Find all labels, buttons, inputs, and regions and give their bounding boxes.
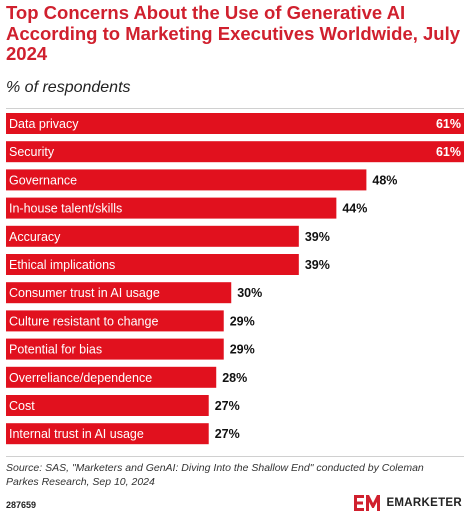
- bar: [6, 338, 224, 360]
- category-label: Internal trust in AI usage: [9, 427, 144, 441]
- bar: [6, 141, 464, 163]
- bar-row: Consumer trust in AI usage 30%: [6, 282, 262, 304]
- bar-row: Internal trust in AI usage 27%: [6, 423, 240, 445]
- category-label: Potential for bias: [9, 343, 102, 357]
- bar: [6, 225, 299, 247]
- bar-row: Data privacy 61%: [6, 113, 464, 134]
- chart-subtitle: % of respondents: [6, 79, 131, 96]
- value-label: 28%: [222, 371, 247, 385]
- category-label: Governance: [9, 173, 77, 187]
- bar-chart: Data privacy 61% Security 61% Governance 48% I…: [6, 113, 464, 445]
- bar: [6, 423, 209, 445]
- bar-row: Cost 27%: [6, 395, 240, 416]
- bar-row: Security 61%: [6, 141, 464, 163]
- em-logo-icon: [354, 495, 381, 511]
- category-label: Security: [9, 145, 55, 159]
- category-label: Consumer trust in AI usage: [9, 286, 160, 300]
- value-label: 27%: [215, 399, 240, 413]
- bar: [6, 310, 224, 332]
- bar-row: In-house talent/skills 44%: [6, 197, 367, 219]
- bar: [6, 197, 337, 219]
- bar: [6, 169, 367, 191]
- category-label: Cost: [9, 399, 35, 413]
- bar: [6, 366, 217, 388]
- bar-row: Ethical implications 39%: [6, 254, 330, 275]
- category-label: Data privacy: [9, 117, 79, 131]
- bar: [6, 113, 464, 134]
- value-label: 39%: [305, 230, 330, 244]
- category-label: Overreliance/dependence: [9, 371, 152, 385]
- bar-row: Accuracy 39%: [6, 225, 330, 247]
- brand-name: EMARKETER: [386, 497, 462, 509]
- bar: [6, 395, 209, 416]
- top-divider: [6, 108, 464, 109]
- bar: [6, 282, 232, 304]
- category-label: Accuracy: [9, 230, 61, 244]
- chart-title: Top Concerns About the Use of Generative…: [6, 2, 461, 64]
- bar-row: Culture resistant to change 29%: [6, 310, 255, 332]
- value-label: 61%: [436, 117, 461, 131]
- bar: [6, 254, 299, 275]
- value-label: 29%: [230, 343, 255, 357]
- value-label: 30%: [237, 286, 262, 300]
- brand-logo: EMARKETER: [353, 494, 462, 512]
- bar-row: Overreliance/dependence 28%: [6, 366, 247, 388]
- chart-id: 287659: [6, 500, 37, 510]
- value-label: 48%: [372, 173, 397, 187]
- bar-row: Governance 48%: [6, 169, 397, 191]
- category-label: In-house talent/skills: [9, 202, 122, 216]
- value-label: 61%: [436, 145, 461, 159]
- category-label: Ethical implications: [9, 258, 115, 272]
- bottom-divider: [6, 456, 464, 457]
- bar-row: Potential for bias 29%: [6, 338, 255, 360]
- source-note: Source: SAS, "Marketers and GenAI: Divin…: [6, 462, 424, 488]
- value-label: 44%: [342, 202, 367, 216]
- category-label: Culture resistant to change: [9, 314, 158, 328]
- value-label: 29%: [230, 314, 255, 328]
- value-label: 39%: [305, 258, 330, 272]
- value-label: 27%: [215, 427, 240, 441]
